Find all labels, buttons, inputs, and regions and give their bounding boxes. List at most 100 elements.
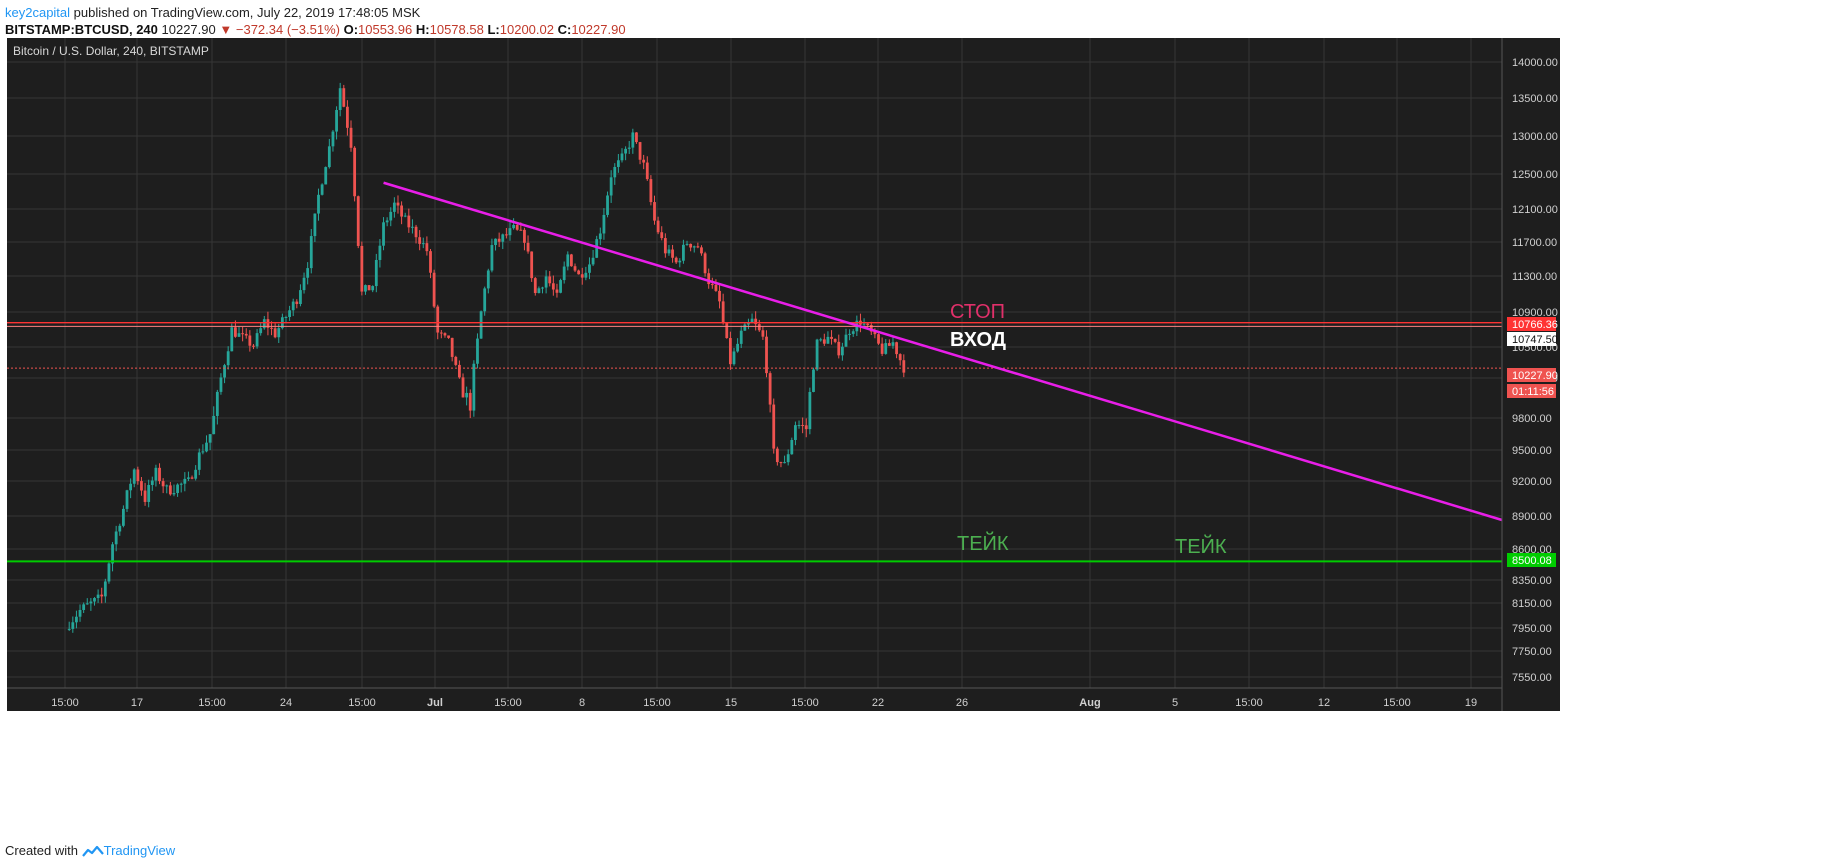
candle-body (873, 331, 877, 335)
candle-body (342, 88, 346, 107)
candle-body (631, 132, 635, 148)
candle-body (674, 257, 678, 263)
candle-body (544, 276, 548, 288)
x-tick-label: 15:00 (1235, 697, 1263, 709)
candle-body (765, 336, 768, 374)
candle-body (714, 284, 718, 291)
candle-body (244, 333, 248, 336)
candle-body (757, 324, 761, 331)
candle-body (830, 336, 833, 339)
created-with-text: Created with (5, 843, 78, 858)
candle-body (454, 356, 458, 365)
candle-body (512, 224, 515, 229)
candle-body (179, 483, 183, 485)
candle-body (132, 469, 136, 484)
candle-body (291, 301, 295, 311)
candle-body (877, 334, 880, 344)
candle-body (353, 147, 357, 197)
close-value: 10227.90 (571, 22, 626, 37)
candle-body (887, 343, 891, 346)
candle-body (635, 132, 638, 143)
candle-body (103, 581, 107, 597)
candle-body (118, 525, 122, 532)
candle-body (176, 484, 179, 494)
take-annotation-2: ТЕЙК (1175, 534, 1227, 558)
candle-body (696, 246, 700, 248)
y-tick-label: 10900.00 (1512, 307, 1558, 319)
candle-body (801, 425, 805, 427)
candle-body (284, 317, 288, 319)
tradingview-brand[interactable]: TradingView (103, 843, 176, 858)
candle-body (226, 351, 230, 366)
candle-body (775, 448, 779, 463)
open-label: O: (343, 22, 359, 37)
candle-body (728, 338, 732, 365)
candle-body (638, 142, 642, 160)
candle-body (439, 332, 443, 334)
low-value: 10200.02 (499, 22, 554, 37)
candle-body (703, 253, 707, 274)
author-link[interactable]: key2capital (5, 5, 71, 20)
y-tick-label: 13000.00 (1512, 131, 1558, 143)
candle-body (671, 249, 674, 258)
candle-body (223, 365, 226, 378)
candle-body (559, 280, 562, 293)
candle-body (346, 106, 349, 128)
candle-body (530, 251, 534, 279)
candle-body (739, 330, 743, 344)
candle-body (71, 622, 75, 629)
candle-body (869, 324, 873, 332)
stop-price-tag-label: 10766.36 (1512, 319, 1558, 331)
candle-body (555, 289, 559, 293)
candle-body (483, 288, 487, 312)
candle-body (327, 146, 331, 168)
candle-body (689, 243, 693, 248)
y-tick-label: 7750.00 (1512, 646, 1552, 658)
candle-body (382, 222, 385, 246)
take-price-tag-label: 8500.08 (1512, 555, 1552, 567)
candle-body (194, 469, 198, 479)
candle-body (548, 276, 552, 284)
candle-body (461, 377, 465, 398)
candle-body (515, 224, 519, 230)
candle-body (627, 147, 631, 149)
stop-annotation: СТОП (950, 301, 1005, 323)
candle-body (656, 220, 660, 233)
candle-body (826, 336, 830, 344)
candle-body (114, 531, 118, 545)
candle-body (786, 454, 790, 463)
candle-body (378, 245, 382, 260)
candle-body (884, 343, 888, 354)
candle-body (67, 628, 71, 630)
candle-body (100, 594, 104, 597)
x-tick-label: 15:00 (791, 697, 819, 709)
high-label: H: (415, 22, 430, 37)
candle-body (573, 266, 577, 271)
candle-body (591, 257, 595, 265)
candle-body (356, 196, 360, 246)
bar-timer-tag (1507, 384, 1556, 398)
candle-body (183, 478, 187, 484)
candle-body (374, 259, 378, 287)
y-tick-label: 8150.00 (1512, 598, 1552, 610)
x-tick-label: 15:00 (51, 697, 79, 709)
x-tick-label: Aug (1079, 697, 1100, 709)
candle-body (642, 159, 646, 163)
candle-body (255, 333, 259, 347)
candle-body (682, 244, 685, 261)
candle-body (750, 318, 754, 323)
candle-body (468, 392, 472, 411)
candle-body (233, 327, 237, 337)
candle-body (338, 88, 342, 111)
candle-body (158, 467, 161, 482)
candle-body (584, 272, 588, 278)
candle-body (96, 594, 100, 599)
candle-body (121, 508, 125, 526)
candle-body (747, 322, 750, 325)
candle-body (447, 335, 450, 338)
candle-body (541, 287, 544, 289)
candle-body (815, 339, 819, 370)
candle-body (486, 270, 490, 289)
candle-body (414, 226, 418, 238)
